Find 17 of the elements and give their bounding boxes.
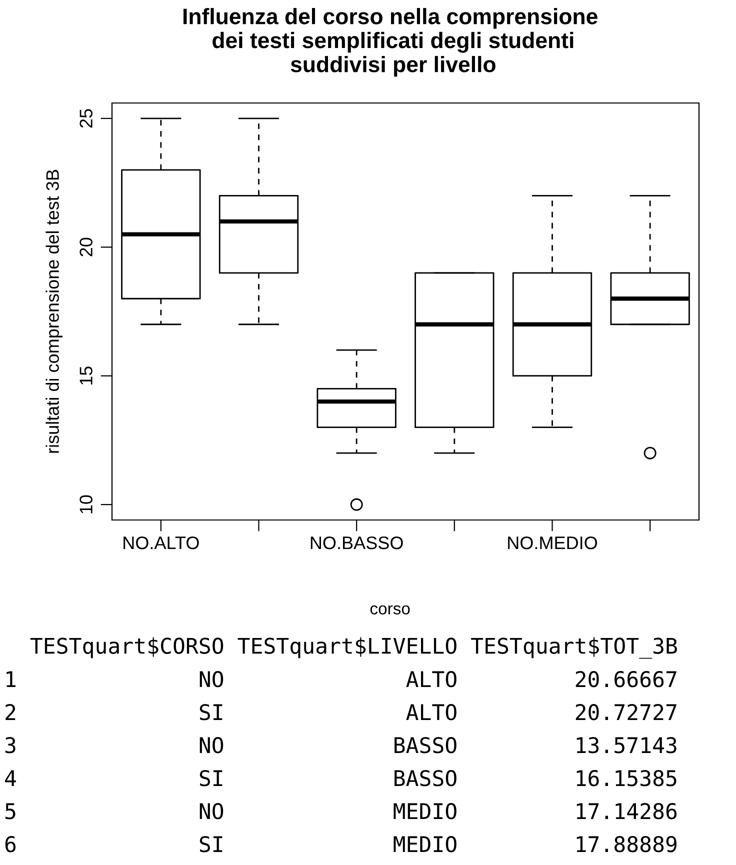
text: TESTquart$CORSO TESTquart$LIVELLO TESTquart$TOT_3B (30, 637, 677, 659)
x-axis-title: corso (370, 605, 410, 614)
y-axis-title: risultati di comprensione del test 3B (46, 170, 63, 453)
chart-title: Influenza del corso nella comprensione dei testi semplificati degli studenti suddivisi per livello (184, 8, 598, 77)
x-tick-label: NO.ALTO (124, 536, 199, 550)
y-tick-label: 25 (80, 109, 92, 128)
x-tick-label: NO.BASSO (310, 536, 403, 550)
text: 5 NO MEDIO 17.14286 (6, 803, 677, 820)
x-tick-label: NO.MEDIO (508, 536, 598, 550)
y-tick-label: 15 (80, 366, 92, 385)
text: 6 SI MEDIO 17.88889 (5, 836, 676, 852)
text: 1 NO ALTO 20.66667 (6, 671, 676, 688)
text: 3 NO BASSO 13.57143 (5, 737, 676, 754)
text: 4 SI BASSO 16.15385 (5, 770, 676, 786)
y-tick-label: 10 (80, 495, 92, 514)
text: 2 SI ALTO 20.72727 (6, 704, 676, 720)
y-tick-label: 20 (80, 238, 92, 256)
